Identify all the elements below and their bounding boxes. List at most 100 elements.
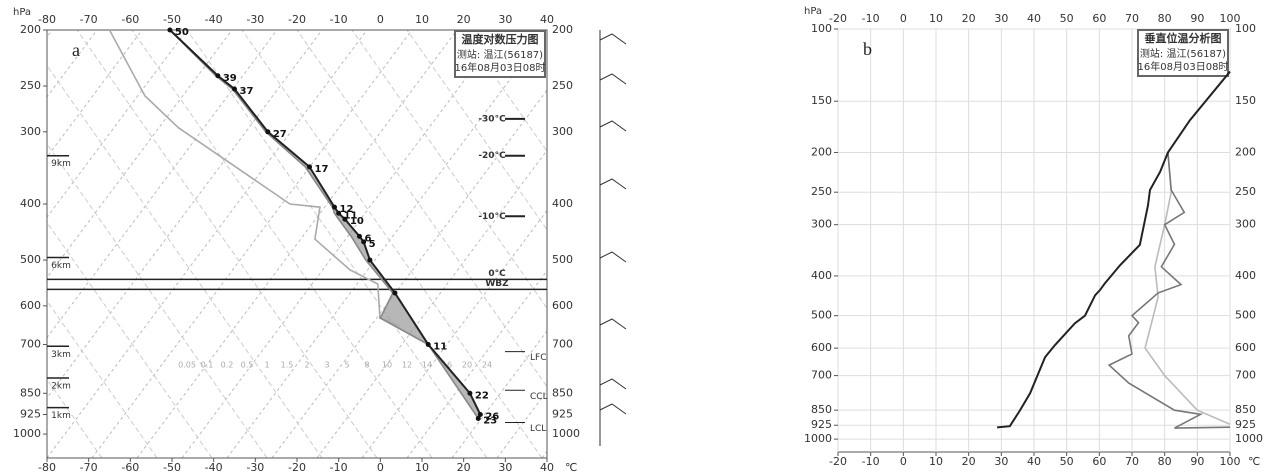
isotherm: [136, 30, 458, 458]
point-label: 50: [175, 27, 189, 38]
isotherm: [47, 30, 98, 98]
x-tick-label: -10: [330, 13, 348, 26]
level-label: CCL: [530, 392, 548, 402]
level-label: LCL: [530, 424, 546, 434]
point: [392, 290, 398, 296]
point-label: 10: [350, 216, 364, 227]
mixing-ratio-label: 1: [264, 361, 269, 370]
time: 16年08月03日08时: [455, 61, 546, 74]
point: [361, 239, 367, 245]
cape-area: [169, 30, 481, 419]
point-label: 17: [315, 164, 329, 175]
isotherm-label: -10°C: [478, 212, 506, 222]
y-tick-label: 925: [20, 407, 41, 420]
x-tick-label: -40: [205, 461, 223, 474]
profile-line: [996, 70, 1231, 429]
isotherm: [47, 30, 323, 399]
point: [475, 416, 481, 422]
x-tick-label: 10: [929, 455, 943, 468]
isotherm: [677, 30, 997, 458]
y-tick-label: 500: [811, 309, 832, 322]
mixing-ratio-label: 10: [382, 361, 392, 370]
wind-barb: [599, 73, 627, 85]
x-tick-label: 0: [377, 13, 384, 26]
mixing-ratio-label: 0.2: [221, 361, 234, 370]
x-tick-label: 70: [1125, 455, 1139, 468]
isotherm: [91, 30, 413, 458]
wind-barb: [599, 318, 627, 330]
x-tick-label: -20: [288, 13, 306, 26]
mixing-ratio-label: 0.5: [241, 361, 254, 370]
point-label: 6: [365, 233, 372, 244]
y-tick-label: 850: [1235, 403, 1256, 416]
x-tick-label: 30: [994, 12, 1008, 25]
profile-line: [108, 29, 401, 327]
y-tick-label: 100: [811, 22, 832, 35]
x-tick-label: 40: [1027, 455, 1041, 468]
x-tick-label: 40: [540, 461, 554, 474]
panel-label: b: [863, 39, 872, 59]
point: [232, 86, 237, 92]
y-tick-label: 600: [1235, 341, 1256, 354]
isotherm: [632, 30, 952, 458]
x-tick-label: -50: [163, 461, 181, 474]
station: 测站: 温江(56187): [1140, 47, 1226, 60]
point: [265, 129, 271, 135]
point: [332, 204, 337, 210]
x-tick-label: 20: [457, 13, 471, 26]
isotherm-label: -20°C: [478, 151, 506, 161]
x-tick-label: -20: [829, 455, 847, 468]
point-label: 27: [273, 129, 287, 140]
y-tick-label: 925: [811, 418, 832, 431]
point-label: 11: [433, 342, 447, 353]
y-tick-label: 250: [552, 79, 573, 92]
wind-barb: [599, 378, 627, 390]
x-tick-label: -10: [862, 12, 880, 25]
y-tick-label: 700: [811, 369, 832, 382]
adiabat: [47, 64, 323, 458]
x-unit: ℃: [565, 461, 577, 474]
time: 16年08月03日08时: [1138, 60, 1229, 73]
point: [477, 411, 483, 417]
y-tick-label: 300: [20, 125, 41, 138]
point-label: 23: [483, 416, 497, 427]
x-tick-label: 0: [377, 461, 384, 474]
wind-barb: [599, 120, 627, 132]
y-tick-label: 600: [552, 299, 573, 312]
x-tick-label: 60: [1092, 12, 1106, 25]
y-tick-label: 250: [811, 185, 832, 198]
x-tick-label: 90: [1190, 12, 1204, 25]
y-tick-label: 1000: [552, 427, 580, 440]
x-tick-label: -80: [38, 13, 56, 26]
mixing-ratio-label: 12: [402, 361, 412, 370]
x-tick-label: -70: [80, 13, 98, 26]
y-tick-label: 200: [811, 145, 832, 158]
y-unit: hPa: [13, 7, 31, 18]
x-tick-label: 90: [1190, 455, 1204, 468]
x-tick-label: 20: [962, 455, 976, 468]
chart-title: 垂直位温分析图: [1145, 31, 1222, 45]
title-box: [454, 30, 546, 78]
y-tick-label: 700: [20, 338, 41, 351]
point: [342, 216, 348, 222]
point: [467, 390, 473, 396]
height-label: 3km: [51, 350, 71, 360]
x-tick-label: 80: [1158, 12, 1172, 25]
mixing-ratio-label: 1.5: [281, 361, 294, 370]
wind-barb: [599, 178, 627, 190]
x-tick-label: 40: [1027, 12, 1041, 25]
x-tick-label: 30: [994, 455, 1008, 468]
y-tick-label: 500: [552, 253, 573, 266]
x-tick-label: 20: [457, 461, 471, 474]
y-tick-label: 600: [811, 341, 832, 354]
x-tick-label: -20: [288, 461, 306, 474]
y-tick-label: 400: [20, 197, 41, 210]
y-tick-label: 500: [1235, 309, 1256, 322]
x-tick-label: -20: [829, 12, 847, 25]
x-tick-label: 100: [1220, 455, 1241, 468]
isotherm: [271, 89, 547, 458]
x-tick-label: -10: [330, 461, 348, 474]
point-label: 5: [369, 239, 376, 250]
isotherm: [587, 30, 907, 458]
